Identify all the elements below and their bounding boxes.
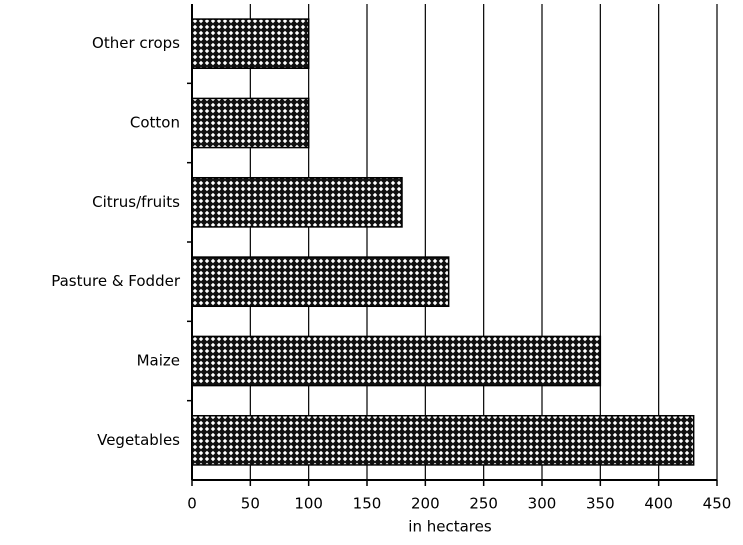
x-tick-label: 150 xyxy=(353,495,382,513)
bar xyxy=(191,176,403,228)
bar xyxy=(191,335,602,387)
x-tick-label: 450 xyxy=(703,495,732,513)
x-axis-label: in hectares xyxy=(408,518,492,536)
y-tick-label: Cotton xyxy=(130,114,180,132)
bar xyxy=(191,414,695,466)
x-tick-label: 400 xyxy=(644,495,673,513)
y-tick-label: Other crops xyxy=(92,34,180,52)
bar xyxy=(191,256,450,308)
x-tick-label: 250 xyxy=(469,495,498,513)
y-tick-label: Citrus/fruits xyxy=(92,193,180,211)
y-tick-label: Pasture & Fodder xyxy=(51,272,181,290)
x-tick-label: 200 xyxy=(411,495,440,513)
y-tick-label: Vegetables xyxy=(97,431,180,449)
bar xyxy=(191,18,310,70)
x-tick-label: 50 xyxy=(241,495,260,513)
x-tick-label: 0 xyxy=(187,495,197,513)
bar xyxy=(191,97,310,149)
x-tick-label: 300 xyxy=(528,495,557,513)
x-tick-label: 350 xyxy=(586,495,615,513)
x-tick-label: 100 xyxy=(294,495,323,513)
y-tick-label: Maize xyxy=(137,352,180,370)
